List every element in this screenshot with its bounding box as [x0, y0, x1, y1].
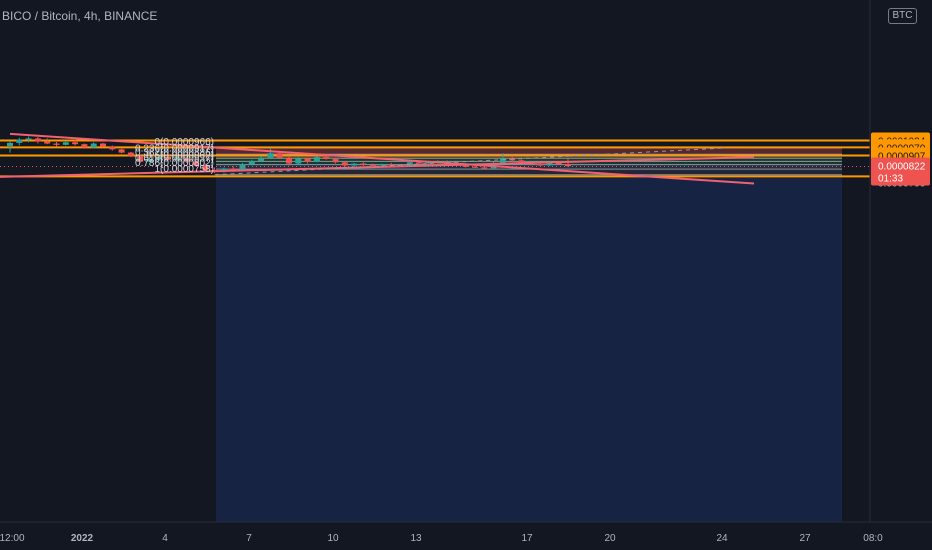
fib-level-label: 0.786(0.0000802) — [135, 158, 214, 169]
interval-label: 4h — [84, 9, 98, 23]
trendline-descending — [9, 132, 755, 185]
candle-body — [518, 160, 525, 163]
candle-body — [360, 163, 367, 165]
candle-body — [174, 158, 181, 160]
time-tick-label: 08:0 — [863, 533, 883, 544]
header-separator-2: , — [97, 9, 105, 23]
candle-body — [118, 149, 125, 153]
header-separator-1: , — [77, 9, 85, 23]
candle-body — [341, 162, 348, 166]
fib-band — [216, 169, 842, 175]
trendlines[interactable] — [0, 132, 755, 185]
candle-body — [230, 168, 237, 171]
candle-body — [193, 161, 199, 166]
candle-body — [62, 142, 69, 145]
time-axis-background — [0, 522, 932, 550]
candle-body — [34, 138, 41, 142]
candle-body — [239, 164, 246, 171]
candle-body — [462, 165, 469, 167]
candle-body — [16, 139, 23, 143]
candle-body — [72, 142, 79, 145]
candle-body — [472, 166, 478, 168]
candle-body — [90, 143, 97, 148]
candle-body — [258, 157, 265, 161]
candle-body — [416, 162, 423, 164]
countdown-text: 01:33 — [878, 174, 903, 185]
time-tick-label: 12:00 — [0, 533, 25, 544]
symbol-name: BICO / Bitcoin — [2, 9, 78, 23]
time-tick-label: 7 — [246, 533, 252, 544]
candle-body — [137, 155, 144, 162]
time-tick-label: 4 — [162, 533, 168, 544]
candle-body — [388, 164, 395, 166]
fib-level-label: 0.5(0.0000862) — [146, 150, 214, 161]
candle-body — [53, 143, 60, 145]
candle-body — [379, 164, 385, 166]
candle-body — [537, 164, 544, 166]
fib-band — [216, 158, 842, 162]
candle-body — [155, 157, 162, 160]
candle-body — [286, 157, 292, 164]
symbol-header[interactable]: BICO / Bitcoin, 4h, BINANCE — [2, 9, 157, 23]
trendline-fib-diagonal — [214, 147, 727, 176]
currency-badge[interactable]: BTC — [888, 8, 917, 24]
horizontal-levels[interactable] — [0, 139, 870, 178]
fib-level-label: 0(0.0000966) — [155, 137, 215, 148]
candle-body — [276, 153, 283, 158]
time-tick-label: 17 — [521, 533, 533, 544]
candle-body — [351, 163, 358, 166]
candle-body — [248, 160, 255, 165]
fibonacci-retracement[interactable] — [216, 147, 842, 522]
candle-body — [546, 162, 553, 166]
candle-body — [565, 164, 571, 167]
time-tick-label: 27 — [799, 533, 811, 544]
fib-level-label: 0.618(0.0000837) — [135, 154, 214, 165]
last-price-badge — [871, 157, 930, 186]
candle-body — [7, 142, 13, 147]
candle-body — [555, 162, 562, 165]
candle-body — [313, 157, 320, 162]
candle-body — [25, 138, 32, 140]
candle-body — [267, 153, 274, 158]
fib-band — [216, 147, 842, 155]
time-tick-label: 13 — [410, 533, 422, 544]
candle-body — [295, 158, 302, 164]
candle-body — [109, 146, 116, 150]
level-price-badge-text: 0.0000907 — [878, 152, 926, 163]
candle-body — [44, 141, 51, 144]
fib-level-label: 0.382(0.0000886) — [135, 147, 214, 158]
last-price-badge-text: 0.0000822 — [878, 162, 926, 173]
candle-body — [369, 164, 376, 166]
price-axis[interactable]: 0.00010500.00010000.00009500.00009000.00… — [869, 0, 932, 550]
candle-body — [499, 158, 506, 163]
price-axis-background — [870, 0, 932, 550]
candle-body — [127, 152, 134, 156]
fib-level-label: 1(0.0000758) — [155, 164, 215, 175]
exchange-label: BINANCE — [104, 9, 158, 23]
candle-body — [165, 157, 172, 160]
time-axis[interactable]: 12:00 2022 4 7 10 13 17 20 24 27 08:0 — [0, 521, 932, 550]
time-tick-label: 20 — [604, 533, 616, 544]
fib-band — [216, 174, 842, 522]
candle-body — [202, 165, 209, 170]
axis-level-badges: 0.00010240.00009700.00009070.00007460.00… — [871, 132, 930, 186]
candle-body — [323, 157, 330, 160]
fibonacci-labels: 0(0.0000966)0.236(0.0000917)0.382(0.0000… — [135, 137, 214, 175]
candle-body — [481, 167, 488, 169]
candle-body — [100, 143, 106, 147]
fib-level-label: 0.236(0.0000917) — [135, 143, 214, 154]
candle-body — [304, 158, 311, 162]
time-tick-label: 24 — [716, 533, 728, 544]
time-tick-label: 2022 — [71, 533, 94, 544]
candle-body — [183, 158, 190, 162]
candle-body — [332, 159, 339, 163]
time-tick-label: 10 — [327, 533, 339, 544]
candle-body — [146, 159, 153, 162]
candle-body — [81, 144, 88, 148]
